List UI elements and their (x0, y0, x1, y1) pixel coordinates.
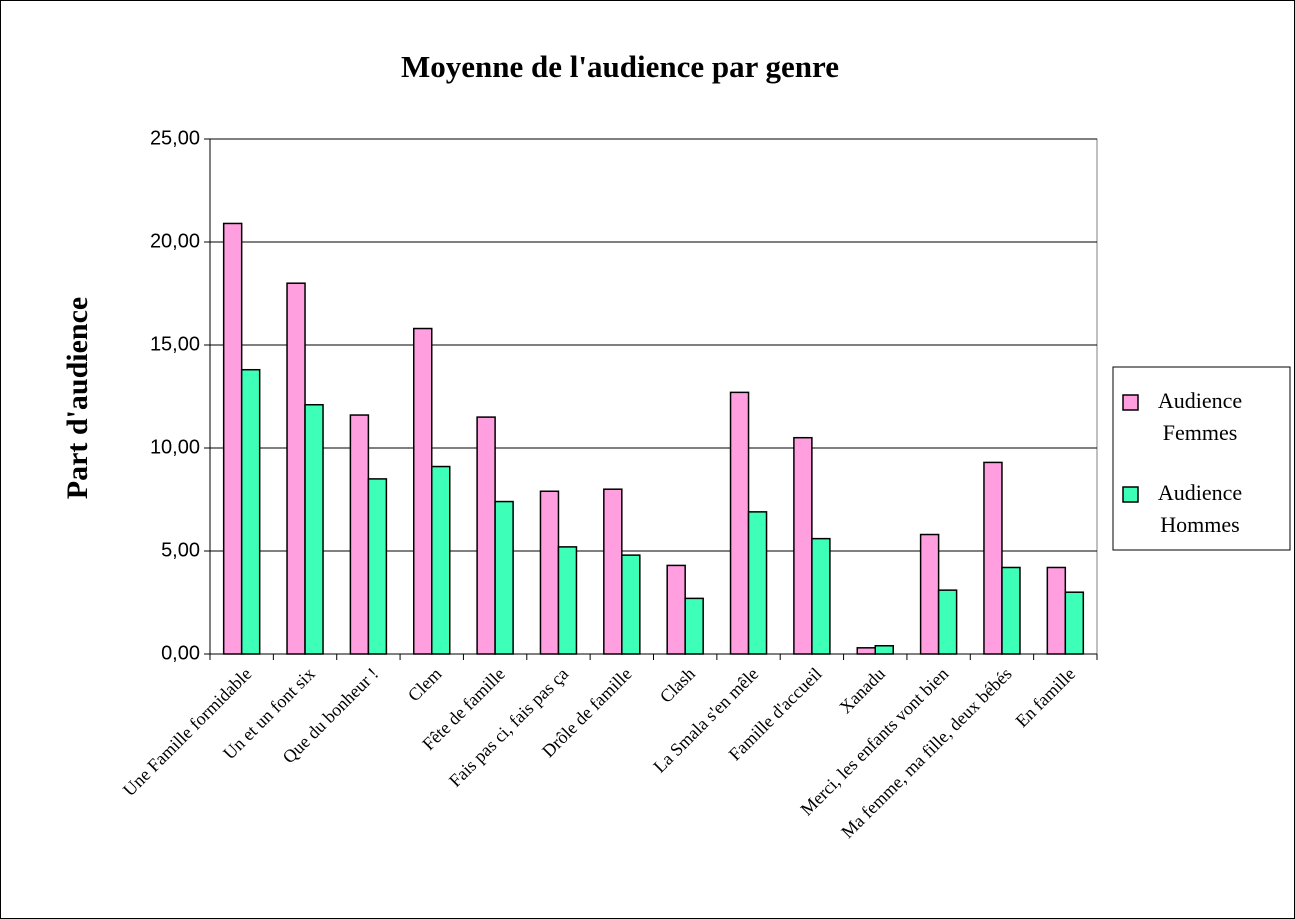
chart-title: Moyenne de l'audience par genre (401, 49, 839, 84)
y-tick-label: 5,00 (161, 539, 200, 561)
bar (304, 403, 324, 655)
bar (1046, 566, 1067, 655)
bar (222, 222, 243, 655)
legend-swatch (1122, 486, 1139, 503)
bar (539, 490, 560, 655)
legend-box (1112, 366, 1291, 551)
bar (684, 597, 704, 655)
bar (874, 645, 894, 655)
y-axis-label: Part d'audience (61, 297, 94, 500)
bar (856, 647, 876, 655)
bar (286, 282, 306, 655)
legend-label: Audience Hommes (1157, 480, 1243, 537)
bar (1001, 566, 1021, 655)
bar (621, 554, 641, 655)
bar (937, 589, 958, 655)
bar (413, 327, 433, 655)
bar (367, 478, 388, 655)
legend-label: Audience Femmes (1157, 388, 1243, 445)
legend-item: Audience Hommes (1157, 480, 1243, 537)
bar (476, 416, 496, 655)
bar (431, 465, 451, 655)
bar (729, 391, 750, 655)
bar (1064, 591, 1085, 655)
legend-item: Audience Femmes (1157, 388, 1243, 445)
bar (919, 533, 940, 655)
bar (983, 461, 1003, 655)
bar (494, 500, 514, 655)
bar (349, 414, 370, 655)
y-tick-label: 10,00 (150, 436, 200, 458)
bar (603, 488, 623, 655)
bar (811, 537, 831, 655)
y-tick-label: 20,00 (150, 230, 200, 252)
y-tick-label: 25,00 (150, 127, 200, 149)
y-tick-label: 15,00 (150, 333, 200, 355)
bar (557, 546, 578, 655)
legend-swatch (1122, 394, 1139, 411)
bar (793, 436, 813, 655)
bar (666, 564, 686, 655)
y-tick-label: 0,00 (161, 642, 200, 664)
bar (747, 511, 768, 655)
bar (240, 368, 261, 655)
